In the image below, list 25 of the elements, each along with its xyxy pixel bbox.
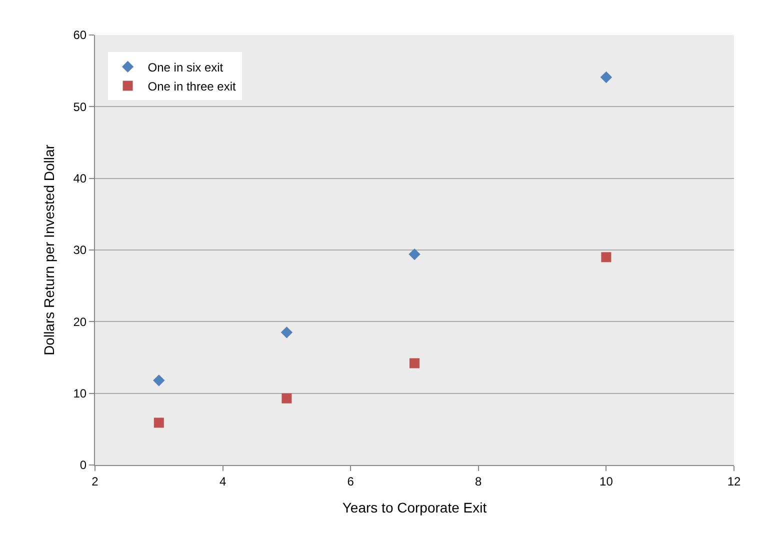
point xyxy=(154,418,164,428)
y-tick-label: 30 xyxy=(73,243,87,258)
y-tick-label: 0 xyxy=(80,458,87,472)
legend-label: One in six exit xyxy=(148,60,224,74)
x-tick-label: 10 xyxy=(600,474,614,488)
y-tick-label: 10 xyxy=(73,386,87,401)
point xyxy=(282,393,292,404)
legend-label: One in three exit xyxy=(148,79,236,94)
x-tick-label: 12 xyxy=(727,474,741,488)
point xyxy=(601,252,612,262)
x-tick-label: 8 xyxy=(475,474,482,488)
point xyxy=(600,71,612,84)
y-tick-label: 60 xyxy=(73,28,87,42)
point xyxy=(280,326,293,338)
y-tick-label: 50 xyxy=(73,100,87,114)
y-tick-label: 20 xyxy=(73,314,87,329)
point xyxy=(153,374,165,386)
x-axis-title: Years to Corporate Exit xyxy=(342,500,487,516)
x-tick-label: 6 xyxy=(347,474,354,488)
y-tick-label: 40 xyxy=(73,172,87,186)
y-axis-title: Dollars Return per Invested Dollar xyxy=(40,144,57,356)
point xyxy=(410,358,420,368)
point xyxy=(408,248,420,260)
x-tick-label: 4 xyxy=(219,474,226,488)
x-tick-label: 2 xyxy=(92,474,99,488)
